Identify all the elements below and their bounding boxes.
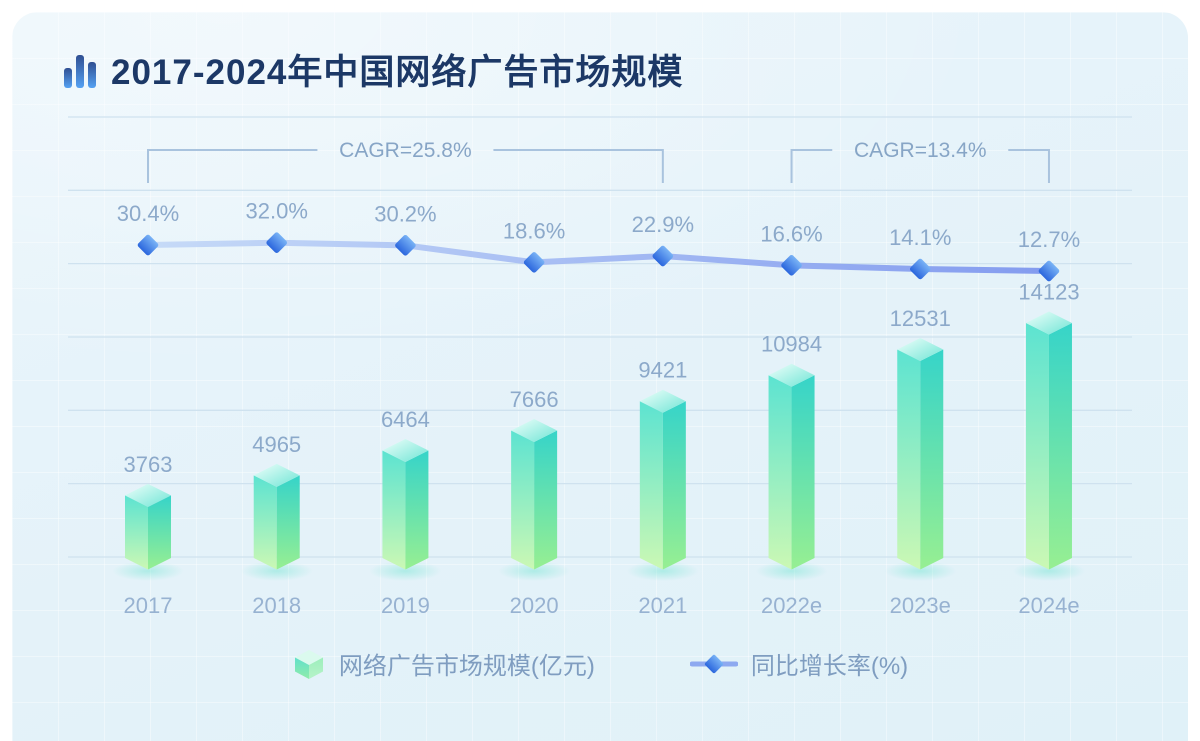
cagr-bracket-2 <box>790 149 1050 183</box>
bar-top-2020 <box>511 418 558 442</box>
bar-glow <box>369 561 442 581</box>
x-axis-label-2023e: 2023e <box>890 593 951 618</box>
diamond-marker <box>1038 260 1060 282</box>
card-background <box>12 12 1188 741</box>
growth-point-2021 <box>652 245 674 267</box>
growth-point-2022e <box>781 255 802 276</box>
bar-side-2017 <box>148 495 171 570</box>
bar-value-label-2022e: 10984 <box>761 332 822 357</box>
bar-top-2019 <box>382 438 429 462</box>
diamond-marker <box>266 232 287 253</box>
bar-value-label-2018: 4965 <box>252 432 301 457</box>
bar-glow <box>1012 561 1085 581</box>
bar-side-2019 <box>405 450 429 570</box>
bar-value-label-2020: 7666 <box>510 387 559 412</box>
growth-point-2017 <box>137 234 159 256</box>
bar-top-2024e <box>1025 311 1072 335</box>
bar-side-2023e <box>920 349 944 570</box>
bar-value-label-2021: 9421 <box>638 358 687 383</box>
bar-side-2021 <box>662 401 686 570</box>
bar-top-2023e <box>897 337 944 361</box>
bar-glow <box>498 561 571 581</box>
bar-front-2022e <box>768 375 792 570</box>
diamond-marker <box>652 245 674 267</box>
bar-side-2024e <box>1048 323 1072 570</box>
bar-value-label-2023e: 12531 <box>890 306 951 331</box>
x-axis-label-2022e: 2022e <box>761 593 822 618</box>
growth-line <box>145 239 1052 275</box>
bar-glow <box>755 561 828 581</box>
growth-point-2019 <box>395 235 416 256</box>
growth-label-2017: 30.4% <box>117 201 179 226</box>
bar-front-2018 <box>253 475 277 570</box>
bar-chart-icon <box>64 50 96 90</box>
cagr-bracket-1 <box>147 149 664 183</box>
diamond-marker <box>523 252 545 273</box>
x-axis-label-2020: 2020 <box>510 593 559 618</box>
bar-front-2021 <box>639 401 663 570</box>
legend: 网络广告市场规模(亿元) 同比增长率(%) <box>0 646 1200 681</box>
bar-front-2020 <box>511 430 535 570</box>
growth-label-2024e: 12.7% <box>1018 227 1080 252</box>
growth-point-2018 <box>266 232 287 253</box>
bar-front-2023e <box>897 349 921 570</box>
page-title: 2017-2024年中国网络广告市场规模 <box>111 53 684 92</box>
bar-front-2019 <box>382 450 406 570</box>
growth-label-2021: 22.9% <box>632 212 694 237</box>
bar-value-label-2017: 3763 <box>124 452 173 477</box>
cube-3d-icon <box>294 649 323 679</box>
growth-point-2020 <box>523 252 545 273</box>
x-axis-label-2017: 2017 <box>124 593 173 618</box>
header: 2017-2024年中国网络广告市场规模 <box>64 44 683 95</box>
growth-label-2018: 32.0% <box>246 199 308 224</box>
bar-glow <box>240 561 313 581</box>
legend-label-growth-rate: 同比增长率(%) <box>750 653 909 680</box>
bar-value-label-2024e: 14123 <box>1018 280 1079 305</box>
bar-top-2017 <box>125 483 171 507</box>
growth-label-2019: 30.2% <box>374 201 436 226</box>
legend-item-market-size: 网络广告市场规模(亿元) <box>292 646 595 681</box>
diamond-marker <box>137 234 159 256</box>
bar-top-2018 <box>253 463 300 487</box>
x-axis-label-2024e: 2024e <box>1018 593 1079 618</box>
growth-label-2022e: 16.6% <box>760 221 822 246</box>
bar-glow <box>112 561 184 581</box>
bar-front-2017 <box>125 495 148 570</box>
x-axis-label-2019: 2019 <box>381 593 430 618</box>
bar-front-2024e <box>1025 323 1049 570</box>
bar-side-2018 <box>276 475 300 570</box>
diamond-marker <box>909 258 931 280</box>
bar-value-label-2019: 6464 <box>381 407 430 432</box>
diamond-marker <box>395 235 416 256</box>
legend-label-market-size: 网络广告市场规模(亿元) <box>338 653 595 680</box>
bar-glow <box>884 561 957 581</box>
growth-label-2023e: 14.1% <box>889 225 951 250</box>
cagr-label-2: CAGR=13.4% <box>854 139 986 162</box>
bar-side-2020 <box>534 430 558 570</box>
x-axis-label-2018: 2018 <box>252 593 301 618</box>
growth-point-2024e <box>1038 260 1060 282</box>
bar-top-2022e <box>768 363 815 387</box>
bar-side-2022e <box>791 375 815 570</box>
bar-top-2021 <box>639 389 686 413</box>
x-axis-label-2021: 2021 <box>638 593 687 618</box>
bar-glow <box>626 561 699 581</box>
diamond-marker <box>781 255 802 276</box>
diamond-line-icon <box>689 654 738 673</box>
legend-item-growth-rate: 同比增长率(%) <box>689 646 909 681</box>
cagr-label-1: CAGR=25.8% <box>339 139 471 162</box>
growth-label-2020: 18.6% <box>503 218 565 243</box>
growth-point-2023e <box>909 258 931 280</box>
